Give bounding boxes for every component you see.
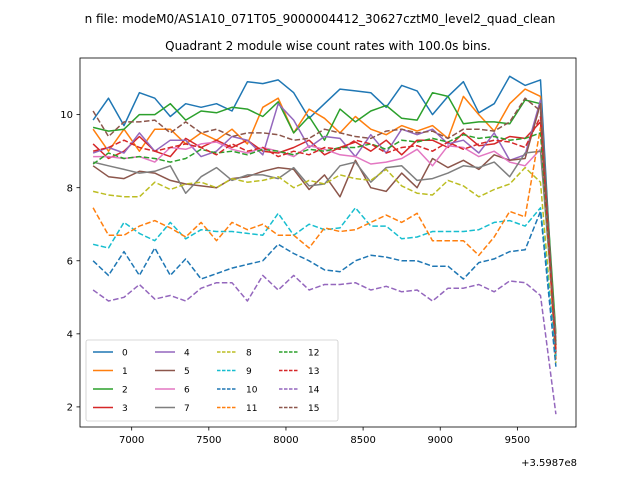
legend-item-0: 0 bbox=[93, 349, 128, 359]
x-tick-label: 7500 bbox=[196, 435, 221, 446]
legend-item-9: 9 bbox=[217, 367, 252, 377]
series-line-0 bbox=[92, 75, 557, 356]
axes-frame bbox=[79, 57, 577, 428]
legend-label: 13 bbox=[308, 367, 319, 377]
legend-label: 0 bbox=[122, 349, 128, 359]
series-line-9 bbox=[92, 207, 557, 356]
legend-item-8: 8 bbox=[217, 349, 252, 359]
legend-label: 2 bbox=[122, 386, 128, 396]
legend-item-15: 15 bbox=[279, 404, 319, 414]
legend-item-14: 14 bbox=[279, 386, 320, 396]
chart-title: Quadrant 2 module wise count rates with … bbox=[165, 39, 491, 53]
legend-item-6: 6 bbox=[155, 386, 190, 396]
legend-label: 3 bbox=[122, 404, 128, 414]
x-tick-label: 9500 bbox=[505, 435, 530, 446]
legend-item-4: 4 bbox=[155, 349, 190, 359]
series-line-14 bbox=[92, 274, 557, 415]
legend-label: 1 bbox=[122, 367, 128, 377]
legend-label: 15 bbox=[308, 404, 319, 414]
legend-item-11: 11 bbox=[217, 404, 257, 414]
legend-item-5: 5 bbox=[155, 367, 190, 377]
x-tick-label: 7000 bbox=[119, 435, 144, 446]
series-line-1 bbox=[92, 88, 557, 353]
y-tick-label: 2 bbox=[67, 403, 73, 414]
x-tick-label: 9000 bbox=[428, 435, 453, 446]
legend-item-7: 7 bbox=[155, 404, 190, 414]
legend-item-3: 3 bbox=[93, 404, 128, 414]
legend-label: 9 bbox=[246, 367, 252, 377]
series-line-11 bbox=[92, 126, 557, 349]
series-line-6 bbox=[93, 141, 557, 338]
legend-label: 11 bbox=[246, 404, 257, 414]
legend-item-12: 12 bbox=[279, 349, 319, 359]
y-tick-label: 4 bbox=[67, 329, 73, 340]
y-tick-label: 8 bbox=[67, 183, 73, 194]
legend-item-10: 10 bbox=[217, 386, 258, 396]
series-line-12 bbox=[92, 132, 557, 345]
series-line-8 bbox=[92, 166, 557, 364]
x-tick-label: 8500 bbox=[350, 435, 375, 446]
x-offset-label: +3.5987e8 bbox=[521, 458, 577, 469]
legend-label: 10 bbox=[246, 386, 258, 396]
legend-label: 4 bbox=[184, 349, 190, 359]
legend-box bbox=[85, 339, 339, 422]
series-line-4 bbox=[92, 99, 557, 349]
series-line-10 bbox=[92, 210, 557, 367]
series-line-13 bbox=[92, 115, 557, 353]
legend-item-1: 1 bbox=[93, 367, 128, 377]
figure-suptitle: n file: modeM0/AS1A10_071T05_9000004412_… bbox=[85, 12, 556, 26]
y-tick-label: 6 bbox=[67, 256, 73, 267]
x-tick-label: 8000 bbox=[273, 435, 298, 446]
legend-item-13: 13 bbox=[279, 367, 319, 377]
legend-label: 7 bbox=[184, 404, 190, 414]
series-line-2 bbox=[92, 91, 557, 334]
y-tick-label: 10 bbox=[60, 110, 73, 121]
legend-label: 6 bbox=[184, 386, 190, 396]
series-line-5 bbox=[92, 102, 557, 353]
series-line-15 bbox=[92, 97, 557, 345]
legend-label: 12 bbox=[308, 349, 319, 359]
legend-label: 5 bbox=[184, 367, 190, 377]
legend-item-2: 2 bbox=[93, 386, 128, 396]
legend-label: 8 bbox=[246, 349, 252, 359]
legend-label: 14 bbox=[308, 386, 320, 396]
series-line-3 bbox=[92, 121, 557, 360]
